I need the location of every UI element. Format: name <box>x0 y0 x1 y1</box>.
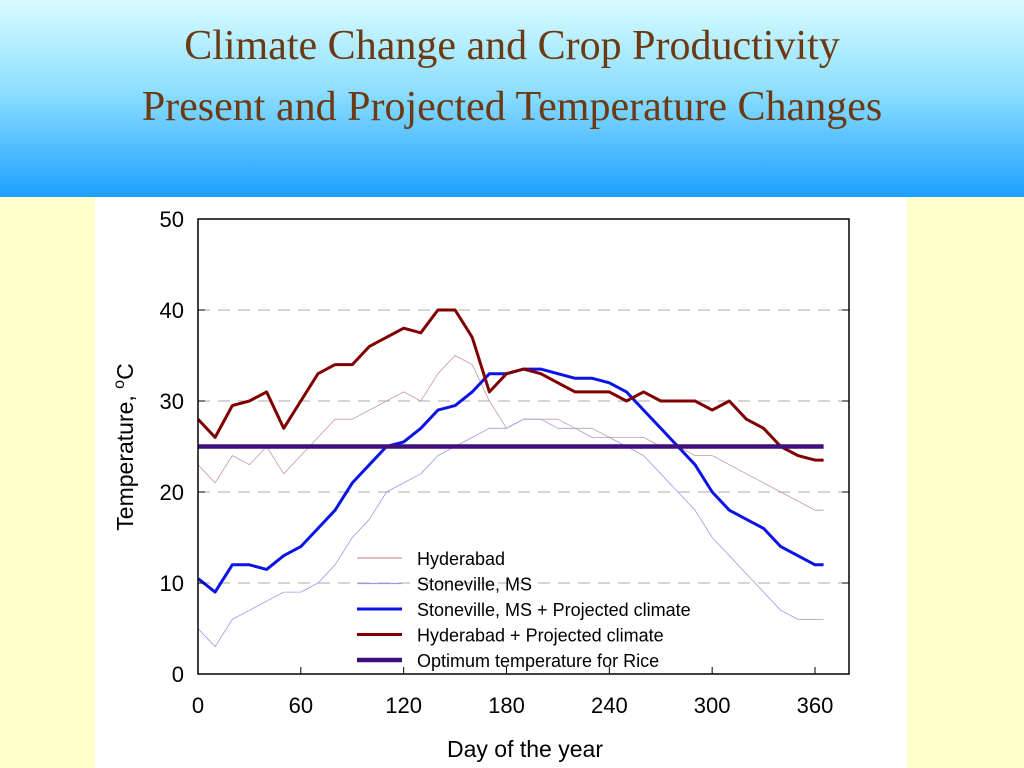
x-tick-label: 240 <box>591 693 628 718</box>
slide-title: Climate Change and Crop Productivity <box>184 23 840 69</box>
y-tick-label: 10 <box>160 571 184 596</box>
y-tick-label: 50 <box>160 207 184 232</box>
x-tick-label: 60 <box>289 693 313 718</box>
y-tick-label: 40 <box>160 298 184 323</box>
x-tick-label: 0 <box>192 693 204 718</box>
x-tick-label: 300 <box>694 693 731 718</box>
plot-frame <box>197 218 850 675</box>
y-axis-label-sup: o <box>111 380 128 389</box>
series-line-1 <box>197 418 824 648</box>
series-line-0 <box>197 355 824 511</box>
y-axis-label: Temperature, oC <box>111 363 138 530</box>
legend-label: Stoneville, MS + Projected climate <box>417 600 691 620</box>
x-tick-label: 360 <box>797 693 834 718</box>
y-tick-label: 20 <box>160 480 184 505</box>
y-axis-label-text: Temperature, <box>112 389 138 531</box>
series-line-3 <box>196 308 824 462</box>
x-tick-label: 120 <box>385 693 422 718</box>
x-tick-label: 180 <box>488 693 525 718</box>
slide-subtitle: Present and Projected Temperature Change… <box>141 84 883 130</box>
y-axis-label-unit: C <box>112 363 138 380</box>
chart-panel <box>95 197 907 768</box>
legend-label: Hyderabad + Projected climate <box>417 626 664 646</box>
legend-label: Hyderabad <box>417 549 505 569</box>
y-tick-label: 0 <box>172 662 184 687</box>
x-axis-label: Day of the year <box>447 736 603 762</box>
y-tick-label: 30 <box>160 389 184 414</box>
legend-label: Optimum temperature for Rice <box>417 651 659 671</box>
legend-label: Stoneville, MS <box>417 575 532 595</box>
slide-header: Climate Change and Crop Productivity Pre… <box>0 0 1024 197</box>
